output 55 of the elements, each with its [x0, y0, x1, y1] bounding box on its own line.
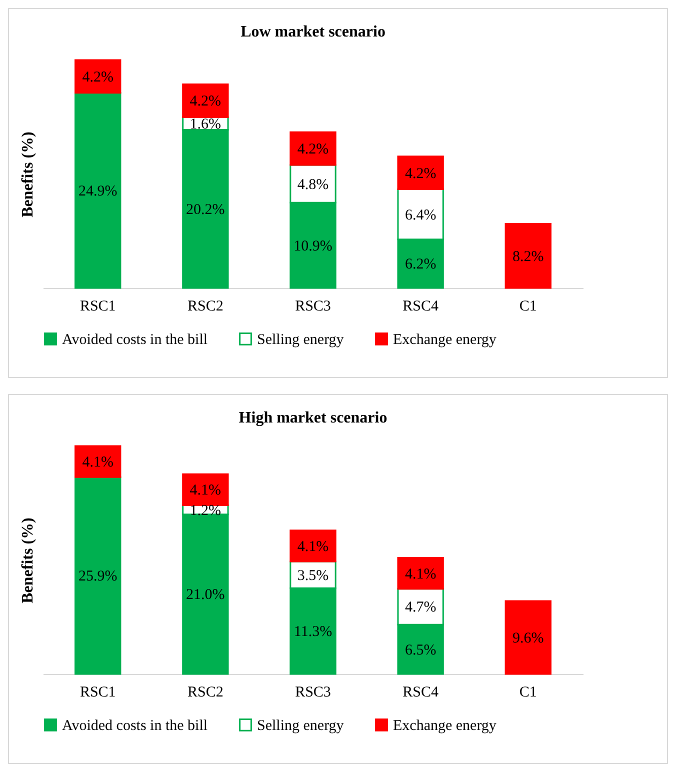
x-tick-label: RSC2 — [188, 298, 224, 314]
bar — [182, 473, 229, 506]
x-tick-label: C1 — [519, 684, 537, 700]
legend-label: Selling energy — [257, 332, 344, 348]
legend-label: Exchange energy — [393, 718, 497, 734]
chart-title: Low market scenario — [240, 23, 386, 40]
bar — [290, 131, 336, 166]
data-label: 4.1% — [190, 482, 222, 499]
legend-label: Avoided costs in the bill — [62, 718, 208, 734]
bar — [74, 445, 122, 478]
data-label: 4.1% — [297, 538, 329, 555]
data-label: 10.9% — [294, 238, 332, 254]
data-label: 6.2% — [404, 256, 436, 273]
bar — [74, 59, 122, 94]
y-axis-title: Benefits (%) — [20, 518, 36, 604]
data-label: 4.1% — [404, 566, 436, 582]
bar — [74, 476, 122, 675]
data-label: 3.5% — [297, 568, 329, 584]
bar — [397, 156, 444, 190]
data-label: 9.6% — [512, 630, 544, 647]
bar — [74, 92, 122, 289]
bar — [504, 223, 552, 289]
x-tick-label: RSC1 — [80, 298, 116, 314]
data-label: 4.2% — [190, 94, 222, 110]
bar — [504, 600, 552, 675]
legend-label: Selling energy — [257, 718, 344, 734]
data-label: 1.6% — [190, 116, 222, 132]
x-tick-label: RSC4 — [402, 684, 439, 700]
data-label: 6.5% — [404, 642, 436, 658]
data-label: 4.7% — [404, 600, 436, 616]
bar — [182, 84, 229, 118]
bar — [397, 556, 444, 590]
data-label: 6.4% — [404, 207, 436, 224]
legend-label: Exchange energy — [393, 332, 497, 348]
legend-label: Avoided costs in the bill — [62, 332, 208, 348]
x-tick-label: C1 — [519, 298, 537, 314]
x-tick-label: RSC1 — [80, 684, 116, 700]
bar — [290, 530, 336, 562]
data-label: 4.1% — [82, 454, 114, 471]
x-tick-label: RSC3 — [295, 298, 331, 314]
x-tick-label: RSC3 — [295, 684, 331, 700]
data-label: 11.3% — [294, 624, 332, 640]
y-axis-title: Benefits (%) — [20, 132, 36, 218]
data-label: 4.8% — [297, 176, 329, 193]
chart-title: High market scenario — [238, 409, 388, 426]
data-label: 4.2% — [404, 166, 436, 182]
data-label: 8.2% — [512, 248, 544, 265]
data-label: 25.9% — [78, 568, 118, 585]
data-label: 21.0% — [186, 587, 225, 604]
data-label: 20.2% — [186, 202, 225, 218]
x-tick-label: RSC4 — [402, 298, 439, 314]
data-label: 4.2% — [82, 69, 114, 86]
x-tick-label: RSC2 — [188, 684, 224, 700]
data-label: 4.2% — [297, 142, 329, 158]
data-label: 24.9% — [78, 183, 118, 200]
